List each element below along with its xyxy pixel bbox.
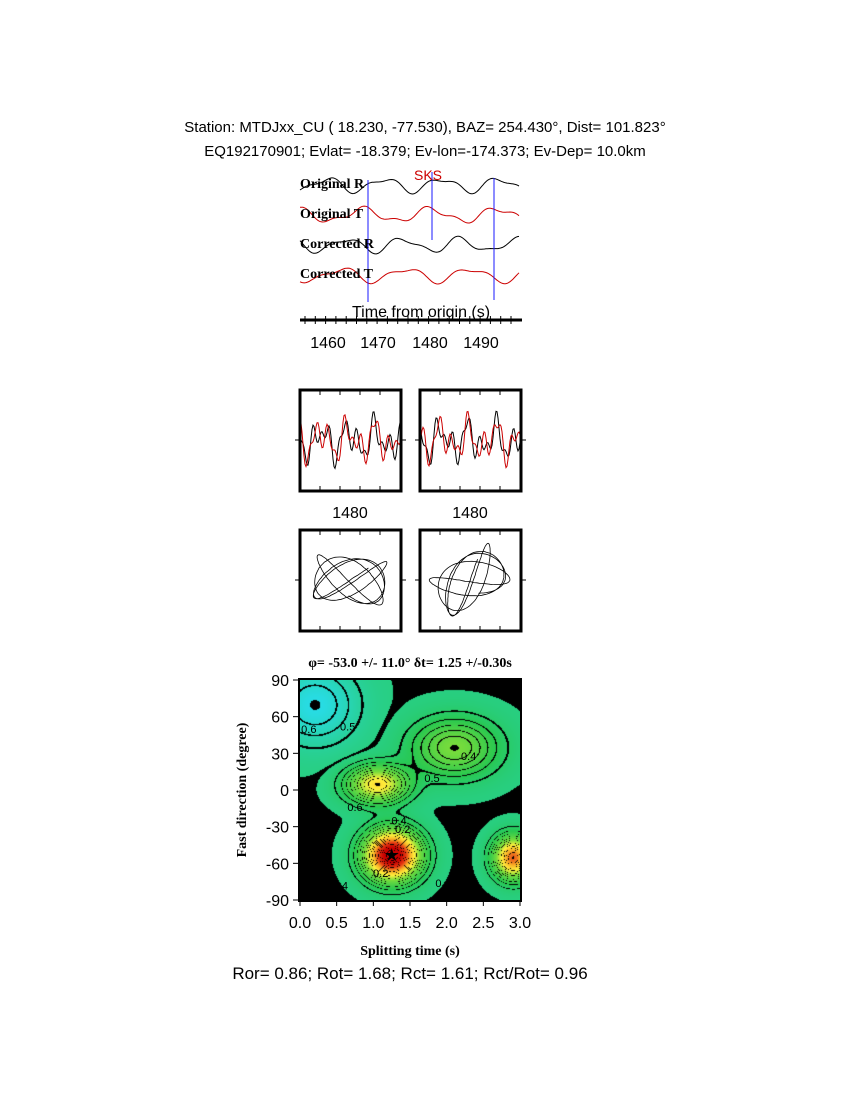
map-xlabel: Splitting time (s): [360, 944, 460, 959]
map-ylabel: Fast direction (degree): [235, 722, 250, 857]
contour-label: 0.6: [347, 802, 362, 814]
contour-label: 0.4: [461, 751, 476, 763]
trace-original-t: [299, 205, 520, 224]
particle-motion-curve: [428, 542, 511, 617]
trace-tick-1460: 1460: [310, 335, 346, 352]
trace-label-corrected-r: Corrected R: [300, 237, 375, 252]
map-x-tick-label: 0.0: [289, 915, 311, 932]
trace-label-original-t: Original T: [300, 207, 364, 222]
trace-label-corrected-t: Corrected T: [300, 267, 374, 282]
trace-tick-1480: 1480: [412, 335, 448, 352]
trace-tick-1470: 1470: [360, 335, 396, 352]
contour-label: 0.4: [333, 880, 348, 892]
map-y-tick-label: -30: [266, 820, 289, 837]
map-y-tick-label: -90: [266, 893, 289, 910]
map-y-tick-label: -60: [266, 856, 289, 873]
map-x-tick-label: 1.0: [362, 915, 384, 932]
map-y-tick-label: 60: [271, 710, 289, 727]
map-x-tick-label: 2.0: [436, 915, 458, 932]
header-line-1: Station: MTDJxx_CU ( 18.230, -77.530), B…: [184, 119, 666, 136]
map-x-tick-label: 1.5: [399, 915, 421, 932]
best-fit-star: ★: [384, 845, 400, 865]
footer-stats: Ror= 0.86; Rot= 1.68; Rct= 1.61; Rct/Rot…: [232, 964, 588, 983]
window-wave-t: [301, 413, 400, 468]
particle-motion-curve: [312, 554, 388, 606]
window-tick-right: 1480: [452, 505, 488, 522]
traces-xlabel: Time from origin (s): [352, 304, 490, 321]
contour-label: 0.6: [301, 724, 316, 736]
map-title: φ= -53.0 +/- 11.0° δt= 1.25 +/-0.30s: [308, 656, 512, 671]
contour-label: 0.2: [395, 824, 410, 836]
window-wave-r: [421, 410, 520, 466]
window-panels: 1480 1480: [295, 388, 526, 633]
map-y-tick-label: 0: [280, 783, 289, 800]
trace-label-original-r: Original R: [300, 177, 365, 192]
contour-label: 0.6: [479, 809, 494, 821]
contour-label: 0.2: [373, 868, 388, 880]
contour-label: 0.4: [435, 878, 450, 890]
map-x-tick-label: 2.5: [472, 915, 494, 932]
map-x-tick-label: 0.5: [326, 915, 348, 932]
contour-label: 0.5: [340, 721, 355, 733]
trace-corrected-t: [299, 267, 520, 285]
header-line-2: EQ192170901; Evlat= -18.379; Ev-lon=-174…: [204, 143, 646, 160]
contour-label: 0.5: [424, 773, 439, 785]
map-frame: [298, 678, 522, 902]
phase-label: SKS: [414, 167, 442, 183]
misfit-map: [300, 680, 520, 900]
map-x-tick-label: 3.0: [509, 915, 531, 932]
traces-panel: Original R Original T Corrected R Correc…: [299, 167, 522, 352]
contour-label: 0.4: [391, 816, 406, 828]
window-tick-left: 1480: [332, 505, 368, 522]
map-y-tick-label: 90: [271, 673, 289, 690]
trace-original-r: [299, 177, 520, 195]
trace-corrected-r: [299, 235, 520, 255]
trace-tick-1490: 1490: [463, 335, 499, 352]
window-wave-r: [301, 411, 400, 470]
map-y-tick-label: 30: [271, 746, 289, 763]
window-wave-t: [421, 410, 520, 469]
